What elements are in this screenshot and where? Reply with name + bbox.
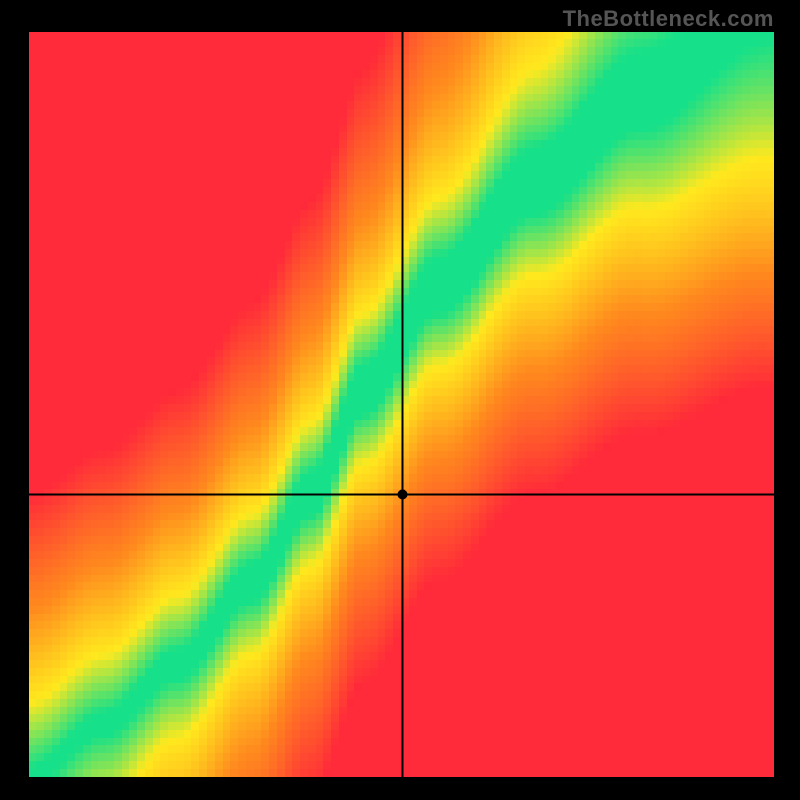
bottleneck-heatmap (29, 32, 774, 777)
chart-container: { "watermark": { "text": "TheBottleneck.… (0, 0, 800, 800)
watermark-text: TheBottleneck.com (563, 6, 774, 32)
